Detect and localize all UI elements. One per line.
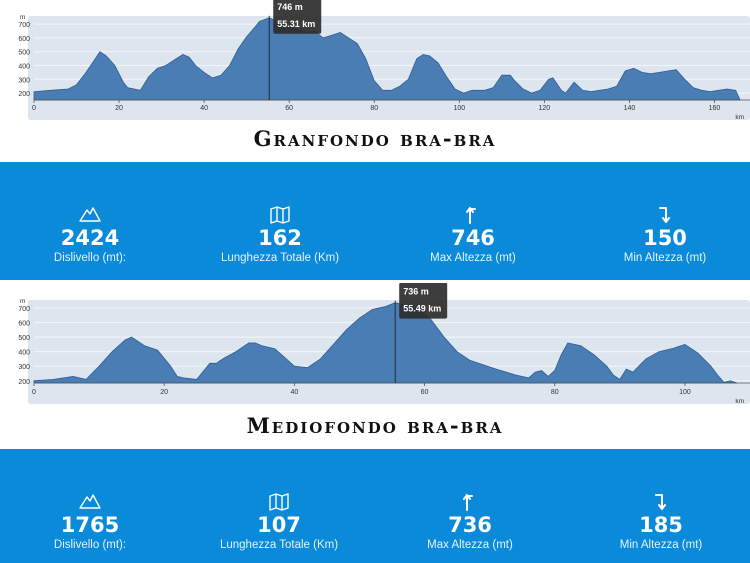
stat-value: 736 <box>448 513 492 537</box>
x-tick-label: 40 <box>200 105 208 112</box>
x-tick-label: 60 <box>285 105 293 112</box>
x-tick-label: 20 <box>160 389 168 396</box>
map-icon <box>189 493 369 511</box>
y-axis-label: m <box>20 14 25 21</box>
y-tick-label: 400 <box>18 350 30 357</box>
y-tick-label: 500 <box>18 335 30 342</box>
stat-min-altitude: 185 Min Altezza (mt) <box>571 449 750 563</box>
x-tick-label: 60 <box>421 389 429 396</box>
elevation-profile-mediofondo: 200 300 400 500 600 700 m 0 20 40 60 80 100 km 736 m 55… <box>0 283 750 408</box>
y-tick-label: 600 <box>18 320 30 327</box>
tooltip-box <box>273 0 322 34</box>
y-tick-label: 200 <box>18 379 30 386</box>
stat-value: 150 <box>643 226 687 250</box>
arrow-down-icon <box>571 493 750 511</box>
y-tick-label: 600 <box>18 36 30 43</box>
arrow-up-icon <box>380 493 560 511</box>
y-axis-label: m <box>20 298 25 305</box>
y-tick-label: 300 <box>18 364 30 371</box>
stat-value: 185 <box>639 513 683 537</box>
stat-max-altitude: 746 Max Altezza (mt) <box>383 162 563 280</box>
tooltip: 746 m 55.31 km <box>273 0 322 34</box>
stat-max-altitude: 736 Max Altezza (mt) <box>380 449 560 563</box>
race-title-mediofondo: Mediofondo bra-bra <box>246 413 504 438</box>
tooltip-elevation: 736 m <box>403 287 429 297</box>
tooltip: 736 m 55.49 km <box>399 283 448 319</box>
arrow-down-icon <box>575 206 750 224</box>
x-tick-label: 80 <box>551 389 559 396</box>
x-tick-label: 40 <box>290 389 298 396</box>
stat-label: Max Altezza (mt) <box>427 539 513 551</box>
tooltip-box <box>399 283 448 319</box>
tooltip-elevation: 746 m <box>277 2 303 12</box>
tooltip-distance: 55.31 km <box>277 19 315 29</box>
stat-label: Dislivello (mt): <box>53 539 127 551</box>
y-tick-label: 700 <box>18 306 30 313</box>
y-tick-label: 700 <box>18 22 30 29</box>
x-tick-label: 0 <box>32 389 36 396</box>
map-icon <box>190 206 370 224</box>
x-tick-label: 160 <box>709 105 721 112</box>
stat-total-length: 107 Lunghezza Totale (Km) <box>189 449 369 563</box>
stat-label: Dislivello (mt): <box>53 252 127 264</box>
stat-value: 2424 <box>60 226 120 250</box>
x-tick-label: 140 <box>624 105 636 112</box>
stat-total-length: 162 Lunghezza Totale (Km) <box>190 162 370 280</box>
stat-min-altitude: 150 Min Altezza (mt) <box>575 162 750 280</box>
stat-value: 746 <box>451 226 495 250</box>
x-axis-label: km <box>735 398 744 405</box>
x-tick-label: 0 <box>32 105 36 112</box>
y-tick-label: 500 <box>18 50 30 57</box>
tooltip-distance: 55.49 km <box>403 304 441 314</box>
x-tick-label: 120 <box>539 105 551 112</box>
mountain-icon <box>0 206 180 224</box>
plot-background <box>28 16 750 120</box>
x-tick-label: 100 <box>679 389 691 396</box>
x-axis-label: km <box>735 114 744 121</box>
stat-label: Lunghezza Totale (Km) <box>220 252 340 264</box>
stat-label: Max Altezza (mt) <box>430 252 516 264</box>
y-tick-label: 300 <box>18 77 30 84</box>
stats-band-mediofondo: 1765 Dislivello (mt): 107 Lunghezza Tota… <box>0 449 750 563</box>
stat-value: 1765 <box>60 513 120 537</box>
stat-label: Lunghezza Totale (Km) <box>219 539 339 551</box>
stat-elevation-gain: 1765 Dislivello (mt): <box>0 449 180 563</box>
race-title-granfondo: Granfondo bra-bra <box>253 126 497 151</box>
elevation-profile-granfondo: 200 300 400 500 600 700 m 0 20 40 60 80 100 120 140 160… <box>0 0 750 122</box>
elevation-area <box>33 17 741 101</box>
y-tick-label: 200 <box>18 91 30 98</box>
mountain-icon <box>0 493 180 511</box>
stat-label: Min Altezza (mt) <box>619 539 703 551</box>
stat-elevation-gain: 2424 Dislivello (mt): <box>0 162 180 280</box>
stat-value: 162 <box>258 226 302 250</box>
stat-label: Min Altezza (mt) <box>623 252 707 264</box>
x-tick-label: 100 <box>453 105 465 112</box>
stat-value: 107 <box>257 513 301 537</box>
y-tick-label: 400 <box>18 64 30 71</box>
x-tick-label: 80 <box>370 105 378 112</box>
x-tick-label: 20 <box>115 105 123 112</box>
arrow-up-icon <box>383 206 563 224</box>
stats-band-granfondo: 2424 Dislivello (mt): 162 Lunghezza Tota… <box>0 162 750 280</box>
